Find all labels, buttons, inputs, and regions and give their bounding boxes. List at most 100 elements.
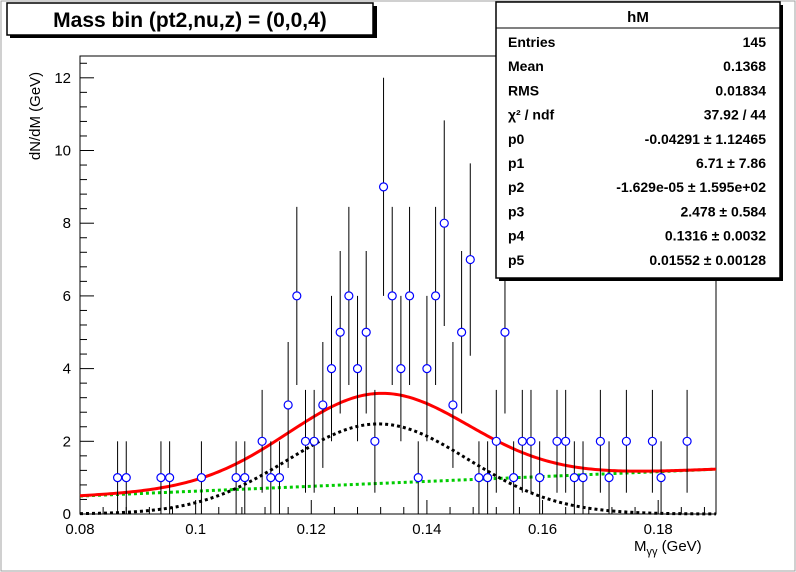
x-axis-label: Mγγ (GeV) bbox=[634, 538, 702, 558]
data-point bbox=[292, 206, 302, 385]
data-marker bbox=[578, 473, 588, 483]
stats-row-label: p4 bbox=[508, 228, 525, 244]
stats-row-value: 6.71 ± 7.86 bbox=[696, 155, 766, 171]
y-axis-label: dN/dM (GeV) bbox=[27, 72, 44, 160]
data-point bbox=[274, 441, 285, 514]
data-marker bbox=[121, 473, 131, 483]
data-point bbox=[448, 341, 458, 468]
y-tick-label: 0 bbox=[63, 506, 71, 523]
data-point bbox=[404, 206, 415, 385]
stats-row-value: 37.92 / 44 bbox=[704, 107, 766, 123]
stats-row-value: 0.01834 bbox=[715, 82, 766, 98]
data-marker bbox=[561, 436, 571, 446]
title-box: Mass bin (pt2,nu,z) = (0,0,4) bbox=[6, 2, 377, 38]
data-point bbox=[578, 441, 588, 514]
data-point bbox=[569, 441, 579, 514]
stats-row-label: Entries bbox=[508, 34, 556, 50]
data-marker bbox=[656, 473, 666, 483]
data-point bbox=[196, 441, 207, 514]
data-point bbox=[240, 441, 250, 514]
data-point bbox=[231, 441, 241, 514]
data-point bbox=[656, 441, 666, 514]
data-marker bbox=[335, 327, 345, 337]
stats-row-label: p2 bbox=[508, 179, 525, 195]
data-point bbox=[318, 341, 328, 468]
data-marker bbox=[448, 400, 458, 410]
data-marker bbox=[535, 473, 545, 483]
svg-text:Mγγ (GeV): Mγγ (GeV) bbox=[634, 538, 702, 558]
data-marker bbox=[595, 436, 605, 446]
data-marker bbox=[509, 473, 519, 483]
stats-row-value: 0.1316 ± 0.0032 bbox=[665, 228, 766, 244]
data-point bbox=[517, 389, 527, 493]
data-point bbox=[370, 389, 380, 493]
x-tick-label: 0.16 bbox=[528, 521, 557, 538]
stats-row-value: 0.1368 bbox=[723, 58, 766, 74]
stats-row-value: 0.01552 ± 0.00128 bbox=[649, 252, 766, 268]
data-marker bbox=[604, 473, 614, 483]
data-point bbox=[361, 250, 371, 414]
data-point bbox=[309, 389, 319, 493]
data-point bbox=[595, 389, 605, 493]
data-point bbox=[509, 441, 519, 514]
data-marker bbox=[552, 436, 562, 446]
data-point bbox=[422, 295, 432, 442]
stats-row-label: p5 bbox=[508, 252, 525, 268]
data-point bbox=[387, 206, 397, 385]
data-point bbox=[378, 77, 389, 296]
data-point bbox=[535, 441, 545, 514]
data-marker bbox=[457, 327, 467, 337]
stats-row-value: -1.629e-05 ± 1.595e+02 bbox=[616, 179, 766, 195]
data-point bbox=[430, 206, 441, 385]
data-point bbox=[604, 441, 614, 514]
data-marker bbox=[413, 473, 423, 483]
data-marker bbox=[396, 364, 406, 374]
data-point bbox=[439, 120, 449, 327]
data-point bbox=[335, 250, 345, 414]
data-point bbox=[266, 441, 276, 514]
data-marker bbox=[500, 327, 510, 337]
data-point bbox=[112, 441, 123, 514]
data-marker bbox=[266, 473, 276, 483]
data-point bbox=[526, 389, 536, 493]
data-marker bbox=[422, 364, 432, 374]
data-marker bbox=[404, 291, 415, 301]
data-marker bbox=[231, 473, 241, 483]
data-point bbox=[682, 389, 692, 493]
x-tick-label: 0.18 bbox=[644, 521, 673, 538]
stats-box: hM Entries 145 Mean 0.1368 RMS 0.01834 χ² / nd… bbox=[495, 1, 783, 281]
data-marker bbox=[474, 473, 484, 483]
data-point bbox=[165, 441, 175, 514]
data-marker bbox=[387, 291, 397, 301]
x-tick-label: 0.14 bbox=[412, 521, 441, 538]
data-marker bbox=[517, 436, 527, 446]
data-marker bbox=[240, 473, 250, 483]
data-marker bbox=[196, 473, 207, 483]
data-points bbox=[112, 77, 692, 514]
data-marker bbox=[647, 436, 658, 446]
x-tick-label: 0.1 bbox=[185, 521, 206, 538]
data-marker bbox=[318, 400, 328, 410]
data-marker bbox=[309, 436, 319, 446]
data-point bbox=[621, 389, 631, 493]
stats-row-label: p1 bbox=[508, 155, 525, 171]
stats-row-label: RMS bbox=[508, 82, 539, 98]
data-point bbox=[121, 441, 131, 514]
data-point bbox=[474, 441, 484, 514]
data-marker bbox=[156, 473, 166, 483]
data-point bbox=[257, 389, 267, 493]
y-tick-label: 4 bbox=[63, 361, 71, 378]
data-point bbox=[552, 389, 562, 493]
data-marker bbox=[370, 436, 380, 446]
data-point bbox=[283, 341, 293, 468]
data-marker bbox=[326, 364, 337, 374]
y-tick-label: 8 bbox=[63, 215, 71, 232]
data-point bbox=[491, 389, 501, 493]
data-point bbox=[156, 441, 166, 514]
stats-row-value: 145 bbox=[743, 34, 767, 50]
data-point bbox=[326, 295, 337, 442]
chart-title: Mass bin (pt2,nu,z) = (0,0,4) bbox=[53, 9, 327, 32]
total-fit-curve bbox=[79, 391, 717, 498]
data-marker bbox=[465, 254, 475, 265]
